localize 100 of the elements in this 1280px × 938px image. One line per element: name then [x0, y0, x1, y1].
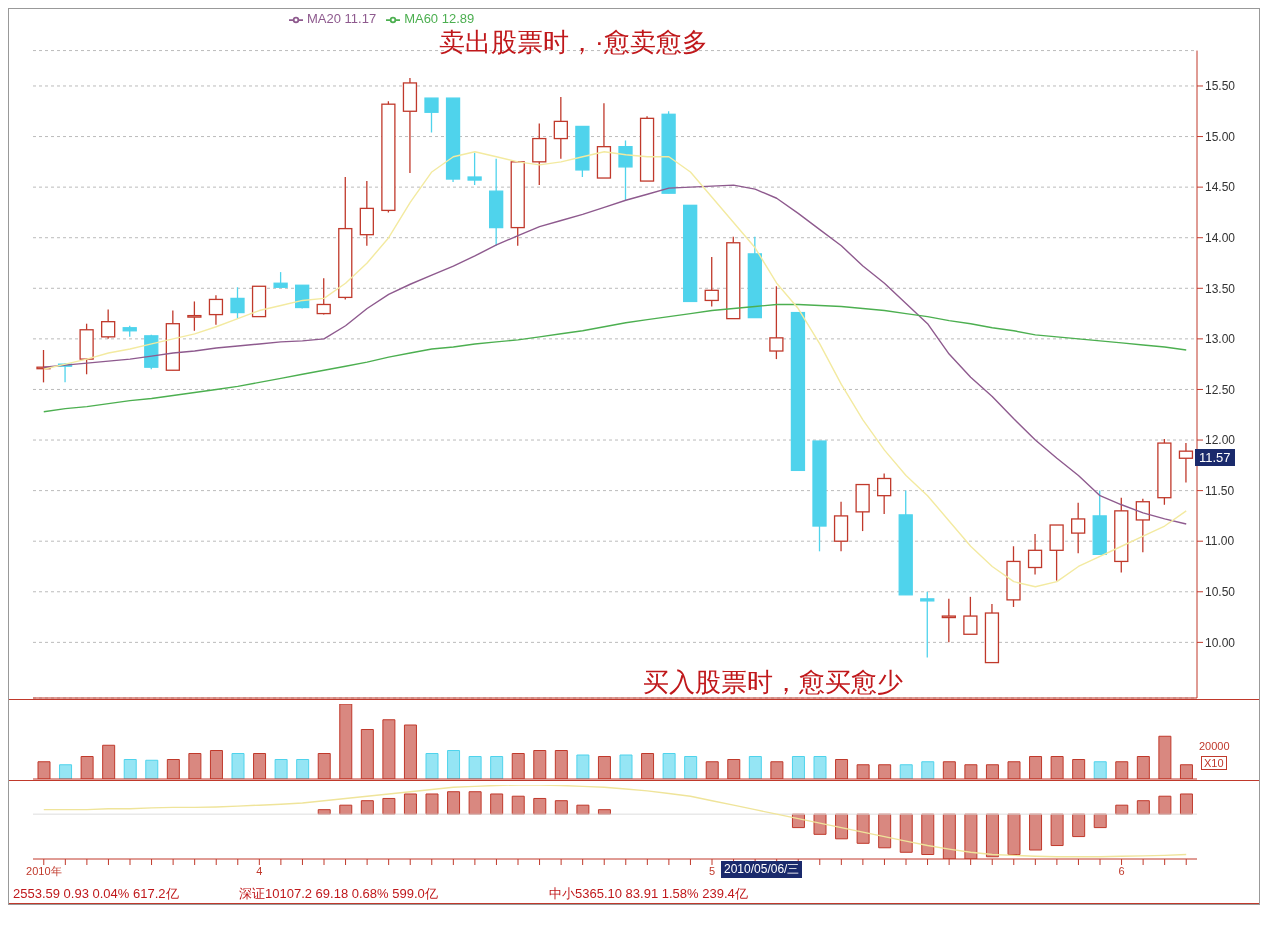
bar	[964, 813, 978, 859]
bar	[748, 756, 762, 779]
bar	[1136, 756, 1150, 779]
bar	[360, 729, 374, 779]
y-tick-label: 13.50	[1205, 281, 1236, 296]
y-tick-label: 11.50	[1205, 483, 1235, 498]
text: 20000	[1199, 740, 1230, 752]
bar	[1072, 759, 1086, 779]
x-tick-label: 4	[256, 864, 263, 877]
bar	[619, 754, 633, 779]
bar	[791, 756, 805, 779]
y-tick-label: 15.00	[1205, 129, 1236, 144]
bar	[382, 797, 396, 815]
bar	[1115, 761, 1129, 779]
bar	[231, 753, 245, 779]
bar	[166, 759, 180, 779]
bar	[490, 756, 504, 779]
bar	[1093, 813, 1107, 829]
bar	[59, 764, 73, 779]
bar	[835, 759, 849, 779]
bar	[253, 753, 267, 779]
bar	[339, 804, 353, 815]
bar	[468, 791, 482, 815]
legend-label: MA20 11.17	[307, 11, 377, 26]
bar	[511, 795, 525, 815]
bar	[490, 793, 504, 815]
candlestick	[1135, 498, 1150, 553]
bar	[641, 753, 655, 779]
text: 深证10107.2 69.18 0.68% 599.0亿	[239, 885, 438, 903]
candlestick	[618, 139, 633, 201]
bar	[511, 753, 525, 779]
bar	[727, 759, 741, 779]
bar	[317, 753, 331, 779]
bar	[705, 761, 719, 779]
bar	[921, 813, 935, 856]
text: 2010/05/06/三	[721, 861, 803, 878]
candlestick	[295, 284, 310, 310]
bar	[37, 761, 51, 779]
bar	[942, 813, 956, 859]
bar	[597, 756, 611, 779]
bar	[921, 761, 935, 779]
y-tick-label: 12.00	[1205, 433, 1236, 448]
bar	[1050, 813, 1064, 847]
bar	[403, 724, 417, 779]
candlestick	[532, 122, 547, 186]
text: 2553.59 0.93 0.04% 617.2亿	[13, 885, 179, 903]
bar	[1007, 813, 1021, 856]
candlestick	[877, 472, 892, 515]
bar	[403, 793, 417, 815]
bar	[878, 813, 892, 849]
y-tick-label: 13.00	[1205, 332, 1236, 347]
candlestick	[316, 277, 331, 316]
annotation: 买入股票时，愈买愈少	[643, 666, 903, 699]
bar	[80, 756, 94, 779]
y-tick-label: 10.00	[1205, 635, 1236, 650]
candlestick	[769, 285, 784, 360]
bar	[102, 744, 116, 779]
bar	[188, 753, 202, 779]
bar	[899, 764, 913, 779]
text: 11.57	[1195, 449, 1235, 466]
bar	[317, 809, 331, 815]
bar	[447, 791, 461, 815]
bar	[1029, 756, 1043, 779]
bar	[1072, 813, 1086, 838]
x-tick-label: 2010年	[26, 864, 62, 877]
y-tick-label: 10.50	[1205, 585, 1236, 600]
text: X10	[1201, 756, 1227, 770]
bar	[576, 804, 590, 815]
y-tick-label: 11.00	[1205, 534, 1235, 549]
bar	[296, 759, 310, 779]
candlestick	[1071, 502, 1086, 554]
bar	[274, 759, 288, 779]
candlestick	[704, 256, 719, 308]
candlestick	[553, 96, 568, 160]
bar	[1158, 795, 1172, 815]
legend-label: MA60 12.89	[404, 11, 475, 26]
bar	[425, 793, 439, 815]
bar	[123, 759, 137, 779]
bar	[942, 761, 956, 779]
bar	[684, 756, 698, 779]
y-tick-label: 15.50	[1205, 79, 1236, 94]
bar	[985, 764, 999, 779]
bar	[597, 809, 611, 815]
candlestick	[467, 152, 482, 186]
bar	[985, 813, 999, 858]
bar	[856, 813, 870, 844]
bar	[813, 756, 827, 779]
bar	[662, 753, 676, 779]
bar	[964, 764, 978, 779]
x-tick-label: 5	[708, 864, 716, 877]
y-tick-label: 12.50	[1205, 382, 1236, 397]
x-tick-label: 6	[1118, 864, 1125, 877]
bar	[468, 756, 482, 779]
candlestick	[941, 598, 956, 644]
bar	[899, 813, 913, 853]
y-tick-label: 14.00	[1205, 230, 1236, 245]
bar	[533, 797, 547, 815]
bar	[447, 750, 461, 779]
bar	[1050, 756, 1064, 779]
bar	[209, 750, 223, 779]
